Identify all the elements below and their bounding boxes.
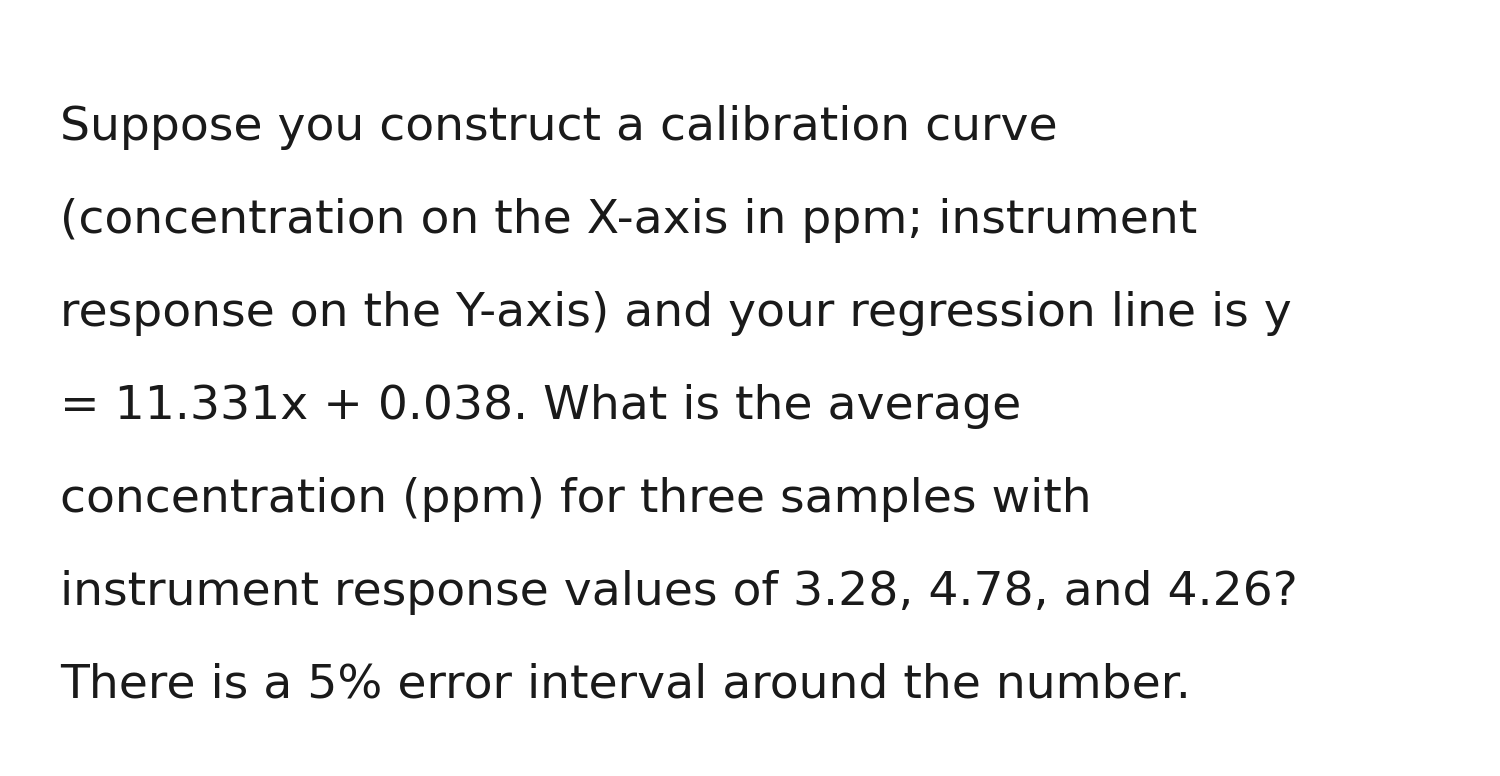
Text: response on the Y-axis) and your regression line is y: response on the Y-axis) and your regress… [60, 291, 1292, 336]
Text: There is a 5% error interval around the number.: There is a 5% error interval around the … [60, 663, 1191, 708]
Text: Suppose you construct a calibration curve: Suppose you construct a calibration curv… [60, 105, 1058, 150]
Text: = 11.331x + 0.038. What is the average: = 11.331x + 0.038. What is the average [60, 384, 1022, 429]
Text: concentration (ppm) for three samples with: concentration (ppm) for three samples wi… [60, 477, 1092, 522]
Text: (concentration on the X-axis in ppm; instrument: (concentration on the X-axis in ppm; ins… [60, 198, 1197, 243]
Text: instrument response values of 3.28, 4.78, and 4.26?: instrument response values of 3.28, 4.78… [60, 570, 1298, 615]
